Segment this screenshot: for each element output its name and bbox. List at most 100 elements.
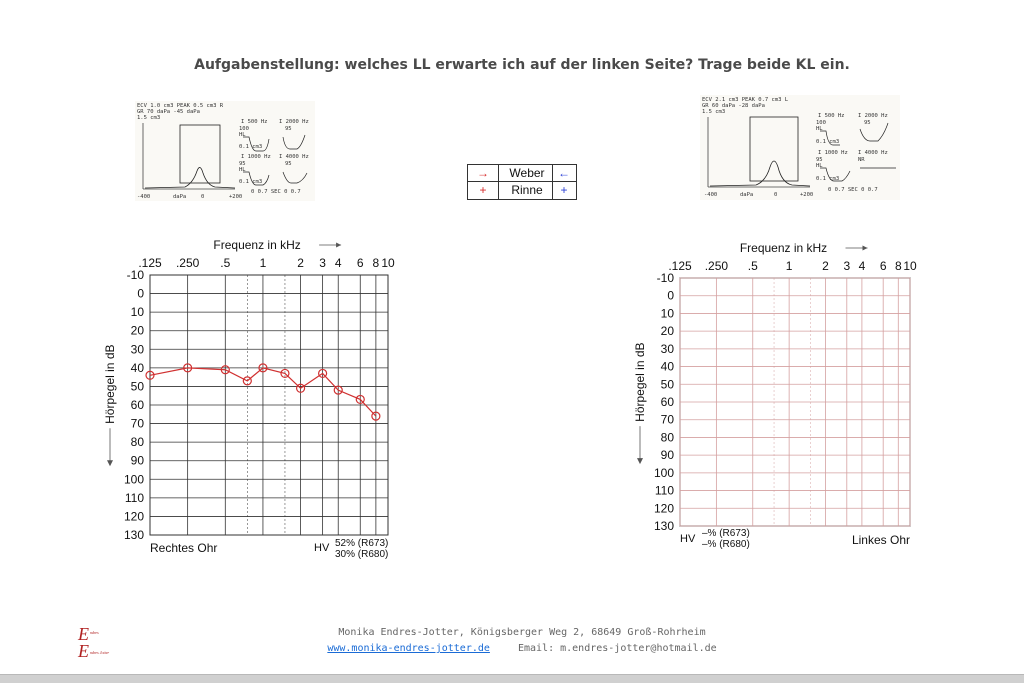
- y-tick-label: 120: [654, 501, 674, 515]
- y-tick-label: 70: [661, 413, 675, 427]
- hv-value-1: 52% (R673): [335, 538, 388, 549]
- data-point: [333, 385, 343, 395]
- arrow-down-head-icon: [107, 460, 113, 467]
- hl-label: HL: [816, 126, 823, 132]
- y-tick-label: 30: [131, 342, 145, 356]
- reflex-val-a: 100: [239, 126, 249, 132]
- legend-weber-label: Weber: [509, 166, 545, 180]
- x-tick-label: .5: [748, 259, 758, 273]
- y-tick-label: 30: [661, 342, 675, 356]
- tymp-header-1: ECV 1.0 cm3 PEAK 0.5 cm3 R: [137, 103, 224, 109]
- x-tick-label: .250: [176, 256, 200, 270]
- reflex-freq-c: I 1000 Hz: [818, 150, 848, 156]
- x-tick-label: 8: [895, 259, 902, 273]
- bottom-bar: [0, 674, 1024, 683]
- tympanogram-left-ear: ECV 2.1 cm3 PEAK 0.7 cm3 L GR 60 daPa -2…: [700, 95, 900, 200]
- y-tick-label: 50: [131, 379, 145, 393]
- plus-icon-right: +: [479, 183, 487, 197]
- time-axis: 0 0.7 SEC 0 0.7: [828, 187, 878, 193]
- y-tick-label: 130: [124, 528, 144, 542]
- y-tick-label: 0: [137, 287, 144, 301]
- reflex-val-d: NR: [858, 157, 865, 163]
- y-tick-label: 80: [131, 435, 145, 449]
- footer-email: Email: m.endres-jotter@hotmail.de: [517, 643, 717, 654]
- footer-address: Monika Endres-Jotter, Königsberger Weg 2…: [338, 627, 706, 638]
- logo-text-bottom: ndres Jotter: [90, 650, 110, 655]
- reflex-freq-d: I 4000 Hz: [279, 154, 309, 160]
- y-tick-label: 130: [654, 519, 674, 533]
- reflex-val-b: 95: [285, 126, 292, 132]
- y-tick-label: 100: [124, 472, 144, 486]
- logo-text-top: ndres: [90, 630, 99, 635]
- tymp-axis-zero: 0: [774, 192, 777, 198]
- y-tick-label: 10: [661, 306, 675, 320]
- cm3-label-2: 0.1 cm3: [239, 179, 262, 185]
- hl-label-2: HL: [816, 163, 823, 169]
- x-tick-label: 4: [335, 256, 342, 270]
- legend-row-weber: → Weber ←: [468, 165, 576, 182]
- series-line: [149, 367, 377, 417]
- data-point: [220, 365, 230, 375]
- y-tick-label: 90: [131, 454, 145, 468]
- y-tick-label: 40: [131, 361, 145, 375]
- tympanogram-right-ear: ECV 1.0 cm3 PEAK 0.5 cm3 R GR 70 daPa -4…: [135, 101, 315, 201]
- reflex-freq-b: I 2000 Hz: [279, 119, 309, 125]
- tymp-axis-left: -400: [137, 194, 150, 200]
- x-tick-label: 6: [880, 259, 887, 273]
- y-tick-label: 20: [131, 324, 145, 338]
- tymp-axis-right: +200: [229, 194, 242, 200]
- arrow-down-head-icon: [637, 458, 643, 465]
- y-tick-label: 120: [124, 509, 144, 523]
- reflex-val-d: 95: [285, 161, 292, 167]
- legend-divider-left: [498, 165, 499, 199]
- hv-value-1: –% (R673): [702, 528, 750, 539]
- time-axis: 0 0.7 SEC 0 0.7: [251, 189, 301, 195]
- data-point: [318, 368, 328, 379]
- data-point: [242, 376, 252, 386]
- x-tick-label: .125: [138, 256, 162, 270]
- tymp-axis-mid: daPa: [173, 194, 186, 200]
- x-tick-label: 6: [357, 256, 364, 270]
- legend-divider-row: [468, 181, 576, 182]
- y-axis-title: Hörpegel in dB: [103, 345, 117, 424]
- tymp-axis-zero: 0: [201, 194, 204, 200]
- data-point: [258, 363, 268, 373]
- tymp-axis-mid: daPa: [740, 192, 753, 198]
- cm3-label: 0.1 cm3: [816, 139, 839, 145]
- y-tick-label: 60: [661, 395, 675, 409]
- tymp-header-1: ECV 2.1 cm3 PEAK 0.7 cm3 L: [702, 97, 789, 103]
- reflex-val-c: 95: [816, 157, 823, 163]
- tymp-axis-right: +200: [800, 192, 813, 198]
- y-axis-title: Hörpegel in dB: [633, 342, 647, 421]
- ear-label: Rechtes Ohr: [150, 541, 217, 555]
- arrow-head-icon: [862, 245, 868, 251]
- x-tick-label: 3: [319, 256, 326, 270]
- company-logo: E ndres E ndres Jotter: [76, 624, 124, 661]
- y-tick-label: 80: [661, 430, 675, 444]
- y-tick-label: 40: [661, 360, 675, 374]
- legend-divider-right: [552, 165, 553, 199]
- y-tick-label: 100: [654, 466, 674, 480]
- x-tick-label: 2: [297, 256, 304, 270]
- y-tick-label: 110: [125, 491, 144, 505]
- reflex-freq-a: I 500 Hz: [241, 119, 268, 125]
- data-point: [295, 383, 306, 393]
- y-tick-label: 20: [661, 324, 675, 338]
- tymp-header-2: GR 60 daPa -28 daPa: [702, 103, 765, 109]
- y-tick-label: 110: [655, 484, 674, 498]
- x-tick-label: 3: [843, 259, 850, 273]
- reflex-freq-a: I 500 Hz: [818, 113, 845, 119]
- footer-website-link[interactable]: www.monika-endres-jotter.de: [327, 643, 490, 654]
- hv-label: HV: [680, 533, 696, 545]
- reflex-val-c: 95: [239, 161, 246, 167]
- y-tick-label: 90: [661, 448, 675, 462]
- data-point: [145, 370, 155, 380]
- tymp-header-2: GR 70 daPa -45 daPa: [137, 109, 200, 115]
- hv-value-2: 30% (R680): [335, 549, 388, 560]
- reflex-val-a: 100: [816, 120, 826, 126]
- x-tick-label: .250: [705, 259, 729, 273]
- y-tick-label: 0: [667, 289, 674, 303]
- x-tick-label: 1: [260, 256, 267, 270]
- logo-graphic: E ndres E ndres Jotter: [77, 624, 110, 661]
- x-axis-title: Frequenz in kHz: [213, 238, 300, 252]
